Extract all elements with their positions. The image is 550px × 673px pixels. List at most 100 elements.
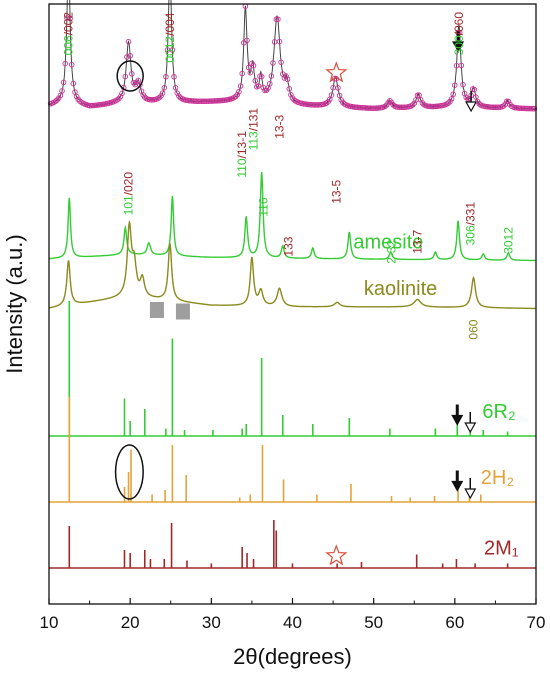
series-2: kaolinite [48, 220, 536, 310]
marker-layer [114, 31, 478, 566]
series-layer: amesite kaolinite 6R₂ 2H₂ 2M₁ [47, 0, 538, 569]
data-point [60, 79, 67, 86]
peak-label: 13-7 [410, 229, 424, 253]
filled-arrow-marker [451, 470, 464, 492]
data-point [245, 64, 252, 71]
data-point [335, 85, 341, 91]
data-point [52, 98, 59, 105]
peak-label: 060 [467, 319, 481, 339]
data-point [244, 37, 250, 44]
data-point [448, 96, 455, 102]
data-point [247, 69, 254, 76]
data-point [284, 76, 291, 83]
y-axis-title: Intensity (a.u.) [2, 234, 27, 373]
data-point [323, 100, 330, 106]
data-point [252, 78, 258, 84]
data-point [158, 93, 164, 99]
data-point [174, 90, 180, 96]
data-point [117, 93, 124, 100]
data-point [124, 54, 130, 60]
peak-label: 113/131 [247, 108, 261, 151]
peak-label: 13-5 [329, 179, 343, 203]
data-point [463, 94, 469, 101]
data-point [137, 82, 143, 88]
data-point [500, 103, 507, 109]
peak-label: 101/020 [122, 172, 136, 216]
data-point [531, 105, 538, 112]
series-label: 2H₂ [481, 467, 514, 489]
data-point [283, 73, 289, 79]
data-point [276, 38, 283, 45]
data-point [268, 73, 275, 79]
data-point [236, 88, 242, 95]
x-tick-label: 50 [364, 613, 383, 632]
data-point [135, 77, 142, 84]
data-point [172, 85, 179, 91]
data-point [275, 16, 281, 23]
series-5: 2M₁ [49, 520, 536, 569]
data-point [129, 71, 135, 77]
data-point [57, 92, 64, 99]
square-marker [175, 303, 190, 320]
data-point [473, 94, 479, 100]
data-point [73, 93, 80, 100]
data-point [450, 91, 456, 98]
filled-arrow-marker [452, 31, 465, 53]
x-tick-label: 10 [40, 613, 59, 632]
data-point [382, 103, 388, 110]
x-tick-label: 40 [283, 613, 302, 632]
data-point [278, 59, 284, 65]
data-point [67, 15, 73, 22]
peak-label: 300/060 [452, 12, 466, 56]
series-label: 6R₂ [482, 401, 515, 423]
square-marker [149, 302, 164, 318]
peak-label: 006/002 [61, 12, 75, 56]
data-point [239, 70, 245, 77]
peak-label: 13-3 [273, 114, 287, 138]
data-point [64, 15, 70, 21]
data-point [237, 83, 244, 89]
data-point [458, 62, 465, 69]
series-0 [47, 0, 538, 112]
series-4: 2H₂ [49, 397, 536, 503]
data-point [70, 80, 77, 87]
data-point [234, 91, 241, 98]
series-label: kaolinite [364, 278, 437, 300]
series-3: 6R₂ [49, 301, 536, 437]
data-point [505, 98, 512, 105]
data-point [171, 74, 177, 80]
series-label: amesite [353, 232, 423, 254]
data-point [122, 73, 129, 80]
data-point [530, 105, 536, 112]
peak-label: 0012/004 [163, 12, 177, 62]
peak-label: 306/331 [463, 202, 477, 246]
data-point [328, 92, 335, 98]
data-point [125, 38, 132, 45]
data-point [127, 53, 133, 59]
data-point [288, 92, 294, 98]
data-point [411, 100, 418, 107]
filled-arrow-marker [451, 404, 464, 426]
data-point [55, 95, 62, 101]
data-point [159, 90, 166, 96]
peak-label: 110/13-1 [235, 131, 249, 178]
star-marker [325, 61, 348, 83]
data-point [417, 97, 424, 103]
data-point [161, 85, 168, 91]
x-axis-title: 2θ(degrees) [233, 644, 352, 669]
data-point [452, 82, 458, 88]
data-point [62, 60, 68, 67]
data-point [416, 92, 422, 98]
x-tick-label: 20 [121, 613, 140, 632]
series-line [48, 220, 536, 310]
data-point [273, 16, 280, 23]
open-arrow-marker [464, 412, 477, 434]
data-point [255, 83, 262, 89]
open-arrow-marker [465, 91, 478, 113]
data-point [68, 61, 75, 68]
data-point [156, 94, 163, 101]
open-arrow-marker [464, 478, 477, 500]
x-tick-label: 60 [445, 613, 464, 632]
axis-layer: 10 20 30 40 50 60 70 [40, 598, 545, 632]
